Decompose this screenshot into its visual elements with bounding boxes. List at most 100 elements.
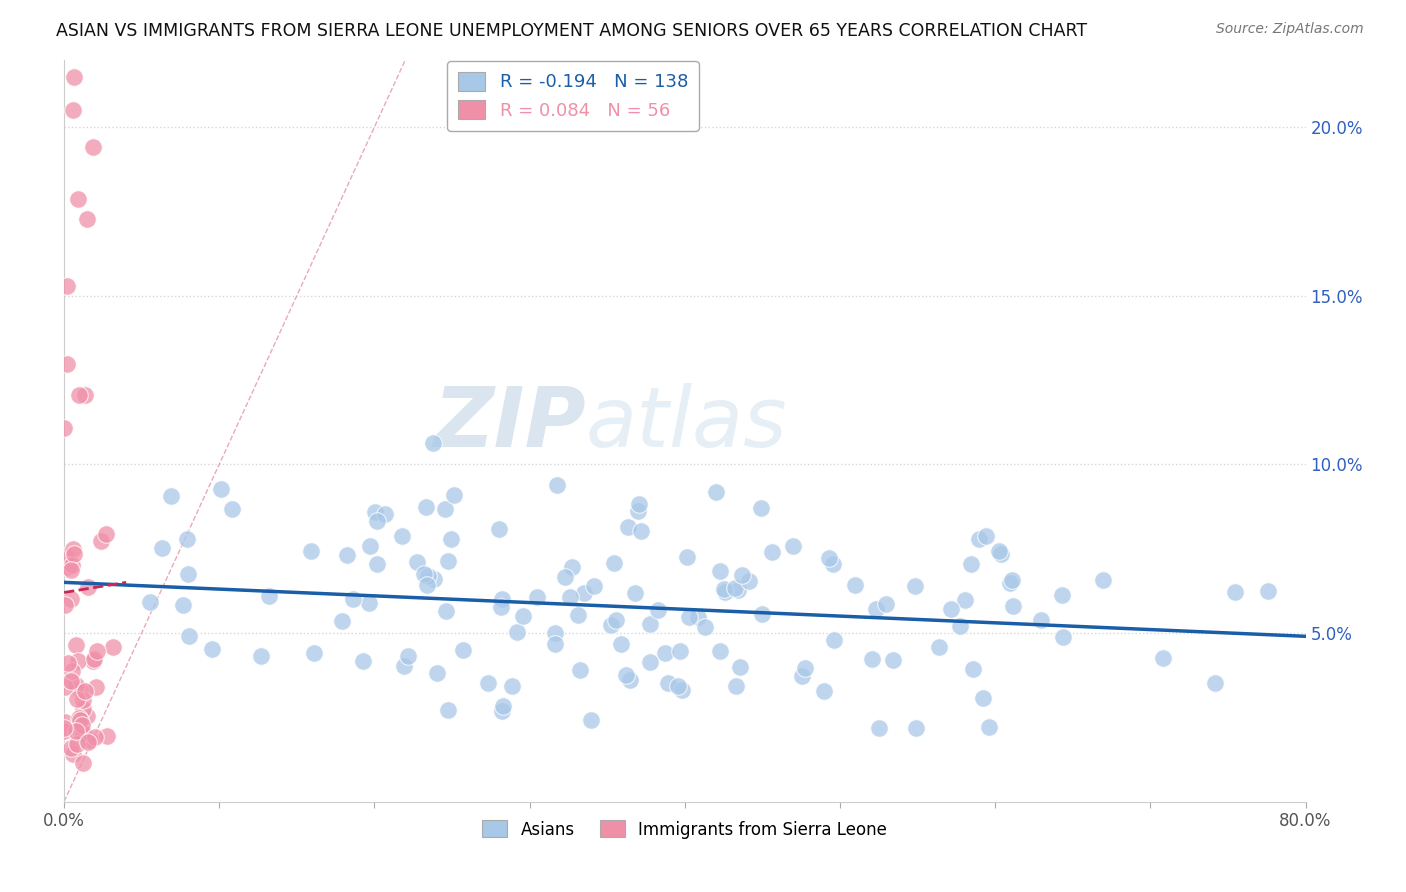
Point xyxy=(546,478,568,492)
Point xyxy=(477,676,499,690)
Point xyxy=(818,550,841,565)
Point xyxy=(62,747,84,761)
Point xyxy=(53,715,76,730)
Point xyxy=(138,595,160,609)
Point xyxy=(299,544,322,558)
Point xyxy=(413,567,436,582)
Point xyxy=(761,544,783,558)
Point xyxy=(730,660,752,674)
Point xyxy=(66,691,89,706)
Point xyxy=(967,532,990,546)
Point xyxy=(364,505,387,519)
Point xyxy=(86,643,108,657)
Point xyxy=(56,279,79,293)
Point xyxy=(792,669,814,683)
Point xyxy=(396,649,419,664)
Point xyxy=(177,566,200,581)
Point xyxy=(751,607,773,621)
Point xyxy=(676,550,699,565)
Point xyxy=(904,721,927,735)
Point xyxy=(56,560,79,574)
Point xyxy=(617,520,640,534)
Point xyxy=(330,614,353,628)
Point xyxy=(821,557,844,571)
Point xyxy=(96,527,118,541)
Point xyxy=(359,539,381,553)
Point xyxy=(82,654,104,668)
Point xyxy=(67,192,90,206)
Point xyxy=(209,482,232,496)
Point xyxy=(647,602,669,616)
Point xyxy=(437,554,460,568)
Point xyxy=(654,646,676,660)
Point xyxy=(67,654,90,668)
Point xyxy=(638,655,661,669)
Point xyxy=(1001,573,1024,587)
Point xyxy=(342,591,364,606)
Point xyxy=(53,681,76,695)
Point xyxy=(731,567,754,582)
Point xyxy=(62,542,84,557)
Point xyxy=(69,683,91,698)
Point xyxy=(491,699,513,714)
Point xyxy=(640,616,662,631)
Point xyxy=(526,590,548,604)
Point xyxy=(1152,650,1174,665)
Point xyxy=(489,599,512,614)
Point xyxy=(53,722,76,736)
Point xyxy=(506,625,529,640)
Point xyxy=(713,582,735,597)
Point xyxy=(666,679,689,693)
Point xyxy=(62,103,84,118)
Point xyxy=(55,549,77,563)
Point xyxy=(443,488,465,502)
Point xyxy=(366,557,388,571)
Point xyxy=(727,583,749,598)
Point xyxy=(176,532,198,546)
Point xyxy=(1050,588,1073,602)
Point xyxy=(949,619,972,633)
Point xyxy=(434,604,457,618)
Point xyxy=(865,602,887,616)
Point xyxy=(1001,599,1024,614)
Point xyxy=(813,683,835,698)
Point xyxy=(82,140,104,154)
Point xyxy=(72,692,94,706)
Point xyxy=(605,613,627,627)
Point xyxy=(58,656,80,670)
Point xyxy=(406,555,429,569)
Point xyxy=(84,680,107,694)
Point xyxy=(336,548,359,562)
Point xyxy=(72,718,94,732)
Point xyxy=(416,578,439,592)
Point xyxy=(77,580,100,594)
Point xyxy=(150,541,173,555)
Point xyxy=(709,564,731,578)
Point xyxy=(678,610,700,624)
Point xyxy=(59,740,82,755)
Point xyxy=(53,421,76,435)
Point xyxy=(599,618,621,632)
Point xyxy=(844,577,866,591)
Point xyxy=(709,644,731,658)
Point xyxy=(974,529,997,543)
Point xyxy=(453,642,475,657)
Point xyxy=(433,502,456,516)
Point xyxy=(392,658,415,673)
Point xyxy=(76,211,98,226)
Point xyxy=(671,682,693,697)
Point xyxy=(1031,613,1053,627)
Point xyxy=(738,574,761,588)
Point xyxy=(624,586,647,600)
Point xyxy=(59,673,82,688)
Point xyxy=(172,598,194,612)
Point xyxy=(1257,583,1279,598)
Point xyxy=(581,713,603,727)
Point xyxy=(59,563,82,577)
Point xyxy=(53,599,76,613)
Point xyxy=(101,640,124,654)
Point xyxy=(437,702,460,716)
Point xyxy=(749,500,772,515)
Point xyxy=(561,559,583,574)
Point xyxy=(582,579,605,593)
